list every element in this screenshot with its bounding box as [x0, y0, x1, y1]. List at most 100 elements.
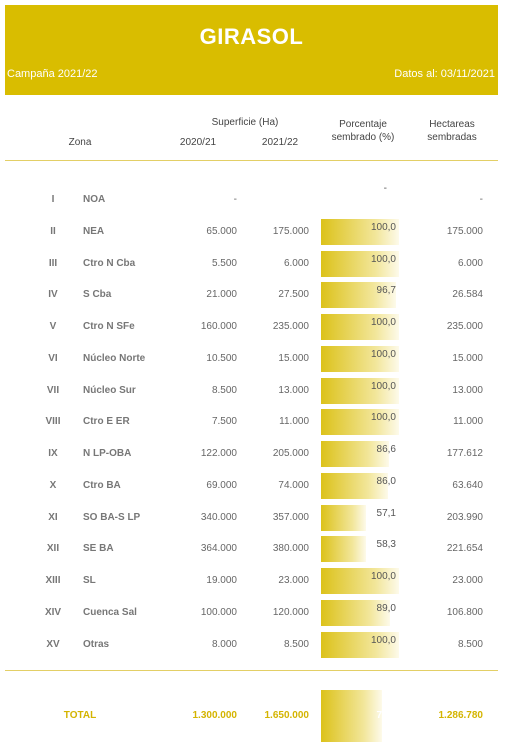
percent-bar [321, 631, 399, 658]
percent-value: 100,0 [370, 317, 396, 328]
table-row: II NEA 65.000 175.000 100,0 175.000 [5, 216, 498, 248]
total-2021: 1.650.000 [264, 710, 310, 721]
percent-bar [321, 472, 389, 499]
hectares-sown: 11.000 [453, 416, 483, 428]
hectares-sown: 177.612 [446, 448, 483, 459]
percent-value: - [383, 183, 387, 194]
surface-2020: 69.000 [206, 479, 237, 491]
surface-2020: 8.500 [211, 384, 237, 396]
surface-2021: 6.000 [283, 257, 309, 269]
hectares-sown: 6.000 [457, 257, 483, 269]
percent-value: 58,3 [376, 539, 396, 551]
zone-number: XI [48, 511, 58, 523]
surface-2021: 23.000 [278, 575, 309, 586]
zone-name: NEA [83, 225, 105, 237]
table-row: VII Núcleo Sur 8.500 13.000 100,0 13.000 [5, 375, 498, 407]
percent-value: 100,0 [370, 348, 396, 360]
zone-name: Núcleo Sur [83, 384, 136, 396]
table-row: IX N LP-OBA 122.000 205.000 86,6 177.612 [5, 438, 498, 470]
surface-2020: 7.500 [211, 416, 237, 428]
percent-bar [321, 441, 389, 467]
table-row: VI Núcleo Norte 10.500 15.000 100,0 15.000 [5, 343, 498, 375]
percent-cell: 100,0 [321, 409, 399, 436]
col-header-porcentaje-line2: sembrado (%) [331, 132, 395, 143]
percent-cell: 86,0 [321, 472, 399, 499]
hectares-sown: 8.500 [457, 638, 483, 650]
percent-cell: 100,0 [321, 631, 399, 658]
crop-title: GIRASOL [199, 24, 304, 49]
zone-name: N LP-OBA [83, 448, 132, 459]
surface-2021: 205.000 [272, 448, 309, 459]
percent-value: 100,0 [370, 412, 396, 424]
col-header-porcentaje-line1: Porcentaje [339, 119, 387, 130]
zone-number: VII [46, 384, 60, 396]
total-percent-cell: 78,0 [321, 690, 399, 742]
surface-2021: 27.500 [278, 289, 309, 301]
percent-value: 100,0 [370, 253, 396, 265]
percent-bar [321, 218, 399, 245]
percent-bar [321, 282, 397, 309]
col-header-hectareas: Hectareas sembradas [412, 118, 492, 144]
table-row: XII SE BA 364.000 380.000 58,3 221.654 [5, 533, 498, 565]
percent-cell: 100,0 [321, 250, 399, 277]
percent-value: 100,0 [370, 221, 396, 233]
surface-2020: 21.000 [206, 289, 237, 301]
total-percent-bar [321, 690, 382, 742]
percent-cell: 86,6 [321, 441, 399, 467]
total-hectareas: 1.286.780 [438, 710, 484, 721]
percent-bar [321, 409, 399, 436]
hectares-sown: 13.000 [452, 384, 483, 396]
surface-2020: 65.000 [206, 225, 237, 237]
percent-value: 100,0 [370, 380, 396, 392]
col-header-2020: 2020/21 [179, 137, 217, 148]
percent-value: 57,1 [376, 507, 396, 519]
hectares-sown: 26.584 [452, 289, 483, 301]
total-label: TOTAL [63, 710, 97, 721]
zone-number: V [49, 321, 57, 332]
zone-name: Cuenca Sal [83, 606, 137, 618]
col-header-2021: 2021/22 [261, 137, 299, 148]
surface-2021: 8.500 [283, 638, 309, 650]
percent-bar [321, 568, 399, 594]
percent-value: 100,0 [370, 634, 396, 646]
total-row: TOTAL 1.300.000 1.650.000 78,0 1.286.780 [5, 688, 498, 744]
table-row: III Ctro N Cba 5.500 6.000 100,0 6.000 [5, 248, 498, 280]
zone-name: Núcleo Norte [83, 352, 146, 364]
surface-2021: 74.000 [278, 479, 309, 491]
surface-2021: 15.000 [278, 352, 309, 364]
hectares-sown: 175.000 [446, 225, 483, 237]
table-row: XI SO BA-S LP 340.000 357.000 57,1 203.990 [5, 502, 498, 534]
hectares-sown: 106.800 [446, 606, 483, 618]
zone-number: III [48, 257, 58, 269]
surface-2020: 160.000 [200, 321, 237, 332]
percent-value: 86,0 [376, 475, 396, 487]
percent-value: 89,0 [376, 602, 396, 614]
surface-2020: 364.000 [200, 543, 237, 555]
zone-number: XIV [44, 606, 62, 618]
zone-name: SE BA [83, 543, 114, 555]
campaign-label: Campaña 2021/22 [7, 68, 98, 80]
surface-2020: 10.500 [206, 352, 237, 364]
percent-bar [321, 345, 399, 372]
surface-2021 [239, 184, 309, 216]
surface-2020: 8.000 [211, 638, 237, 650]
table-row: X Ctro BA 69.000 74.000 86,0 63.640 [5, 470, 498, 502]
surface-2020: - [233, 194, 237, 205]
zone-number: IX [48, 448, 58, 459]
surface-2020: 5.500 [211, 257, 237, 269]
table-row: VIII Ctro E ER 7.500 11.000 100,0 11.000 [5, 406, 498, 438]
total-percent-value: 78,0 [376, 710, 396, 721]
hectares-sown: - [479, 194, 483, 205]
table-row: V Ctro N SFe 160.000 235.000 100,0 235.000 [5, 311, 498, 343]
percent-bar [321, 504, 366, 531]
zone-number: XV [46, 638, 60, 650]
hectares-sown: 23.000 [452, 575, 483, 586]
hectares-sown: 221.654 [446, 543, 483, 555]
zone-number: XIII [45, 575, 61, 586]
percent-bar [321, 250, 399, 277]
percent-bar [321, 377, 399, 404]
zone-name: NOA [83, 194, 106, 205]
zone-number: XII [46, 543, 60, 555]
surface-2020: 122.000 [200, 448, 237, 459]
table-row: IV S Cba 21.000 27.500 96,7 26.584 [5, 279, 498, 311]
